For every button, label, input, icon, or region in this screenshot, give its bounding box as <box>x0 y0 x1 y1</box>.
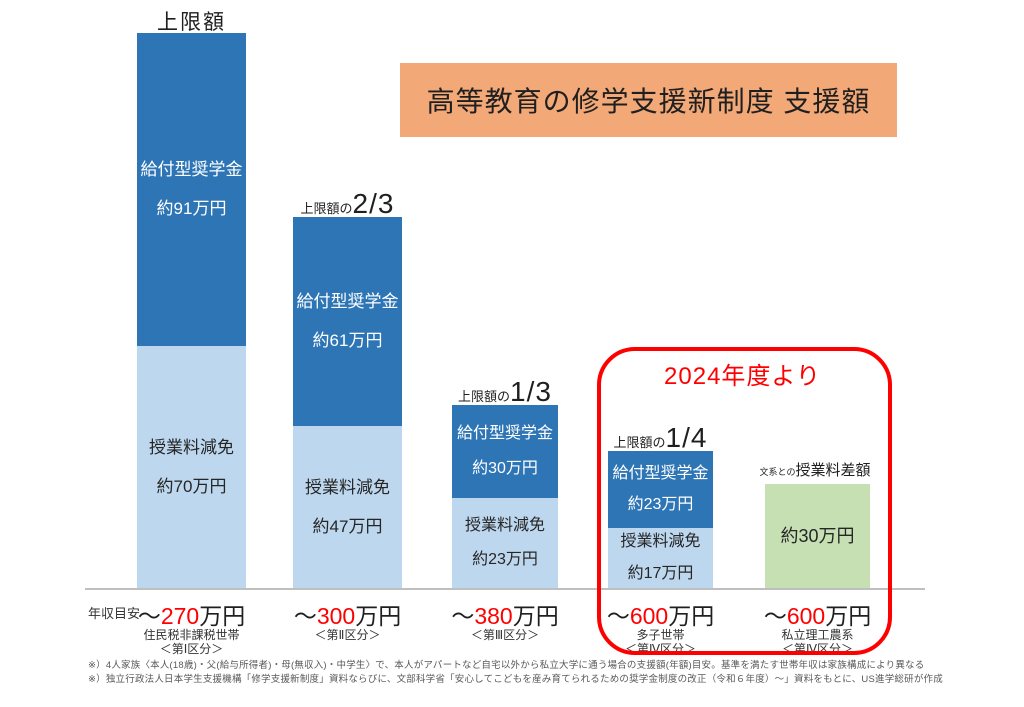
segment-amount: 約30万円 <box>780 525 855 546</box>
segment-name: 給付型奨学金 <box>296 292 399 312</box>
x-axis-line <box>85 588 925 590</box>
category-line: ＜第Ⅰ区分＞ <box>159 641 224 656</box>
segment-amount: 約91万円 <box>156 199 227 218</box>
segment-amount: 約30万円 <box>472 459 538 477</box>
segment-name: 授業料減免 <box>620 533 701 551</box>
segment-name: 授業料減免 <box>464 516 545 534</box>
income-unit: 万円 <box>512 603 559 629</box>
segment-grant: 給付型奨学金 約30万円 <box>452 405 558 498</box>
segment-name: 授業料減免 <box>305 477 390 497</box>
segment-grant: 給付型奨学金 約61万円 <box>293 217 402 426</box>
page-title: 高等教育の修学支援新制度 支援額 <box>426 86 871 117</box>
bar-dai1-kubun: 給付型奨学金 約91万円 授業料減免 約70万円 <box>137 33 246 588</box>
cap-text: 上限額 <box>157 11 226 34</box>
segment-amount: 約23万円 <box>627 496 694 513</box>
category-label-bar3: ＜第Ⅲ区分＞ <box>432 628 578 643</box>
income-tilde: ～ <box>451 603 475 629</box>
category-label-bar2: ＜第Ⅱ区分＞ <box>273 628 422 643</box>
income-tilde: ～ <box>763 603 787 629</box>
cap-fraction: 1/4 <box>665 422 708 453</box>
segment-grant: 給付型奨学金 約23万円 <box>608 451 713 528</box>
segment-tuition: 授業料減免 約70万円 <box>137 346 246 588</box>
highlight-title-2024: 2024年度より <box>664 363 821 390</box>
segment-name: 給付型奨学金 <box>612 464 709 482</box>
segment-grant: 給付型奨学金 約91万円 <box>137 33 246 346</box>
cap-prefix: 上限額の <box>458 389 511 404</box>
segment-tuition-diff: 約30万円 <box>765 484 870 588</box>
category-line: 住民税非課税世帯 <box>143 628 240 642</box>
cap-label-bar2: 上限額の 2/3 <box>293 188 402 220</box>
category-line: ＜第Ⅲ区分＞ <box>470 628 540 642</box>
segment-amount: 約47万円 <box>312 516 383 536</box>
segment-amount: 約17万円 <box>627 564 694 582</box>
income-number: 300 <box>316 603 356 629</box>
income-tilde: ～ <box>137 603 161 629</box>
income-unit: 万円 <box>668 603 715 629</box>
cap-prefix: 文系との <box>759 467 796 477</box>
income-tilde: ～ <box>293 603 317 629</box>
income-number: 600 <box>629 603 669 629</box>
category-label-bar1: 住民税非課税世帯 ＜第Ⅰ区分＞ <box>117 628 266 657</box>
cap-text: 授業料差額 <box>795 462 871 479</box>
segment-amount: 約23万円 <box>472 551 538 568</box>
segment-tuition: 授業料減免 約47万円 <box>293 426 402 588</box>
income-number: 380 <box>474 603 513 629</box>
bar-dai2-kubun: 給付型奨学金 約61万円 授業料減免 約47万円 <box>293 217 402 588</box>
footnote-2: ※）独立行政法人日本学生支援機構「修学支援新制度」資料ならびに、文部科学省「安心… <box>88 674 943 685</box>
bar-dai3-kubun: 給付型奨学金 約30万円 授業料減免 約23万円 <box>452 405 558 588</box>
income-unit: 万円 <box>355 603 402 629</box>
category-line: ＜第Ⅱ区分＞ <box>314 628 381 642</box>
income-label-bar1: ～270万円 <box>117 597 266 631</box>
cap-label-bar4: 上限額の 1/4 <box>608 422 713 454</box>
bar-dai4-kubun-tashi: 給付型奨学金 約23万円 授業料減免 約17万円 <box>608 451 713 588</box>
segment-amount: 約61万円 <box>312 331 383 350</box>
segment-amount: 約70万円 <box>156 476 227 496</box>
segment-name: 授業料減免 <box>149 437 234 457</box>
income-number: 270 <box>160 603 200 629</box>
segment-name: 給付型奨学金 <box>140 160 243 180</box>
income-unit: 万円 <box>199 603 246 629</box>
segment-tuition: 授業料減免 約17万円 <box>608 528 713 588</box>
income-label-bar2: ～300万円 <box>273 597 422 631</box>
segment-name: 給付型奨学金 <box>456 425 553 443</box>
cap-label-bar5: 文系との 授業料差額 <box>755 459 875 480</box>
cap-fraction: 1/3 <box>510 376 552 407</box>
cap-prefix: 上限額の <box>613 435 666 450</box>
cap-fraction: 2/3 <box>352 188 395 219</box>
category-line: 私立理工農系 <box>781 628 854 642</box>
cap-label-bar1: 上限額 <box>137 6 246 36</box>
footnote-1: ※）4人家族〈本人(18歳)・父(給与所得者)・母(無収入)・中学生〉で、本人が… <box>88 660 925 671</box>
income-label-bar4: ～600万円 <box>588 597 733 631</box>
income-axis-caption: 年収目安 <box>88 606 141 621</box>
category-line: 多子世帯 <box>636 628 685 642</box>
segment-tuition: 授業料減免 約23万円 <box>452 498 558 588</box>
income-number: 600 <box>786 603 826 629</box>
title-banner: 高等教育の修学支援新制度 支援額 <box>400 63 897 137</box>
bar-dai4-kubun-rikou: 約30万円 <box>765 484 870 588</box>
cap-label-bar3: 上限額の 1/3 <box>452 376 558 408</box>
income-label-bar3: ～380万円 <box>432 597 578 631</box>
highlight-box-2024 <box>597 347 892 655</box>
cap-prefix: 上限額の <box>300 201 353 216</box>
